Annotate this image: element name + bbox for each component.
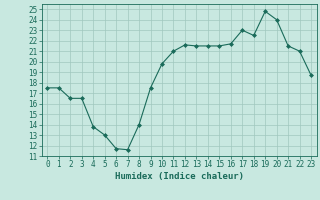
X-axis label: Humidex (Indice chaleur): Humidex (Indice chaleur) xyxy=(115,172,244,181)
